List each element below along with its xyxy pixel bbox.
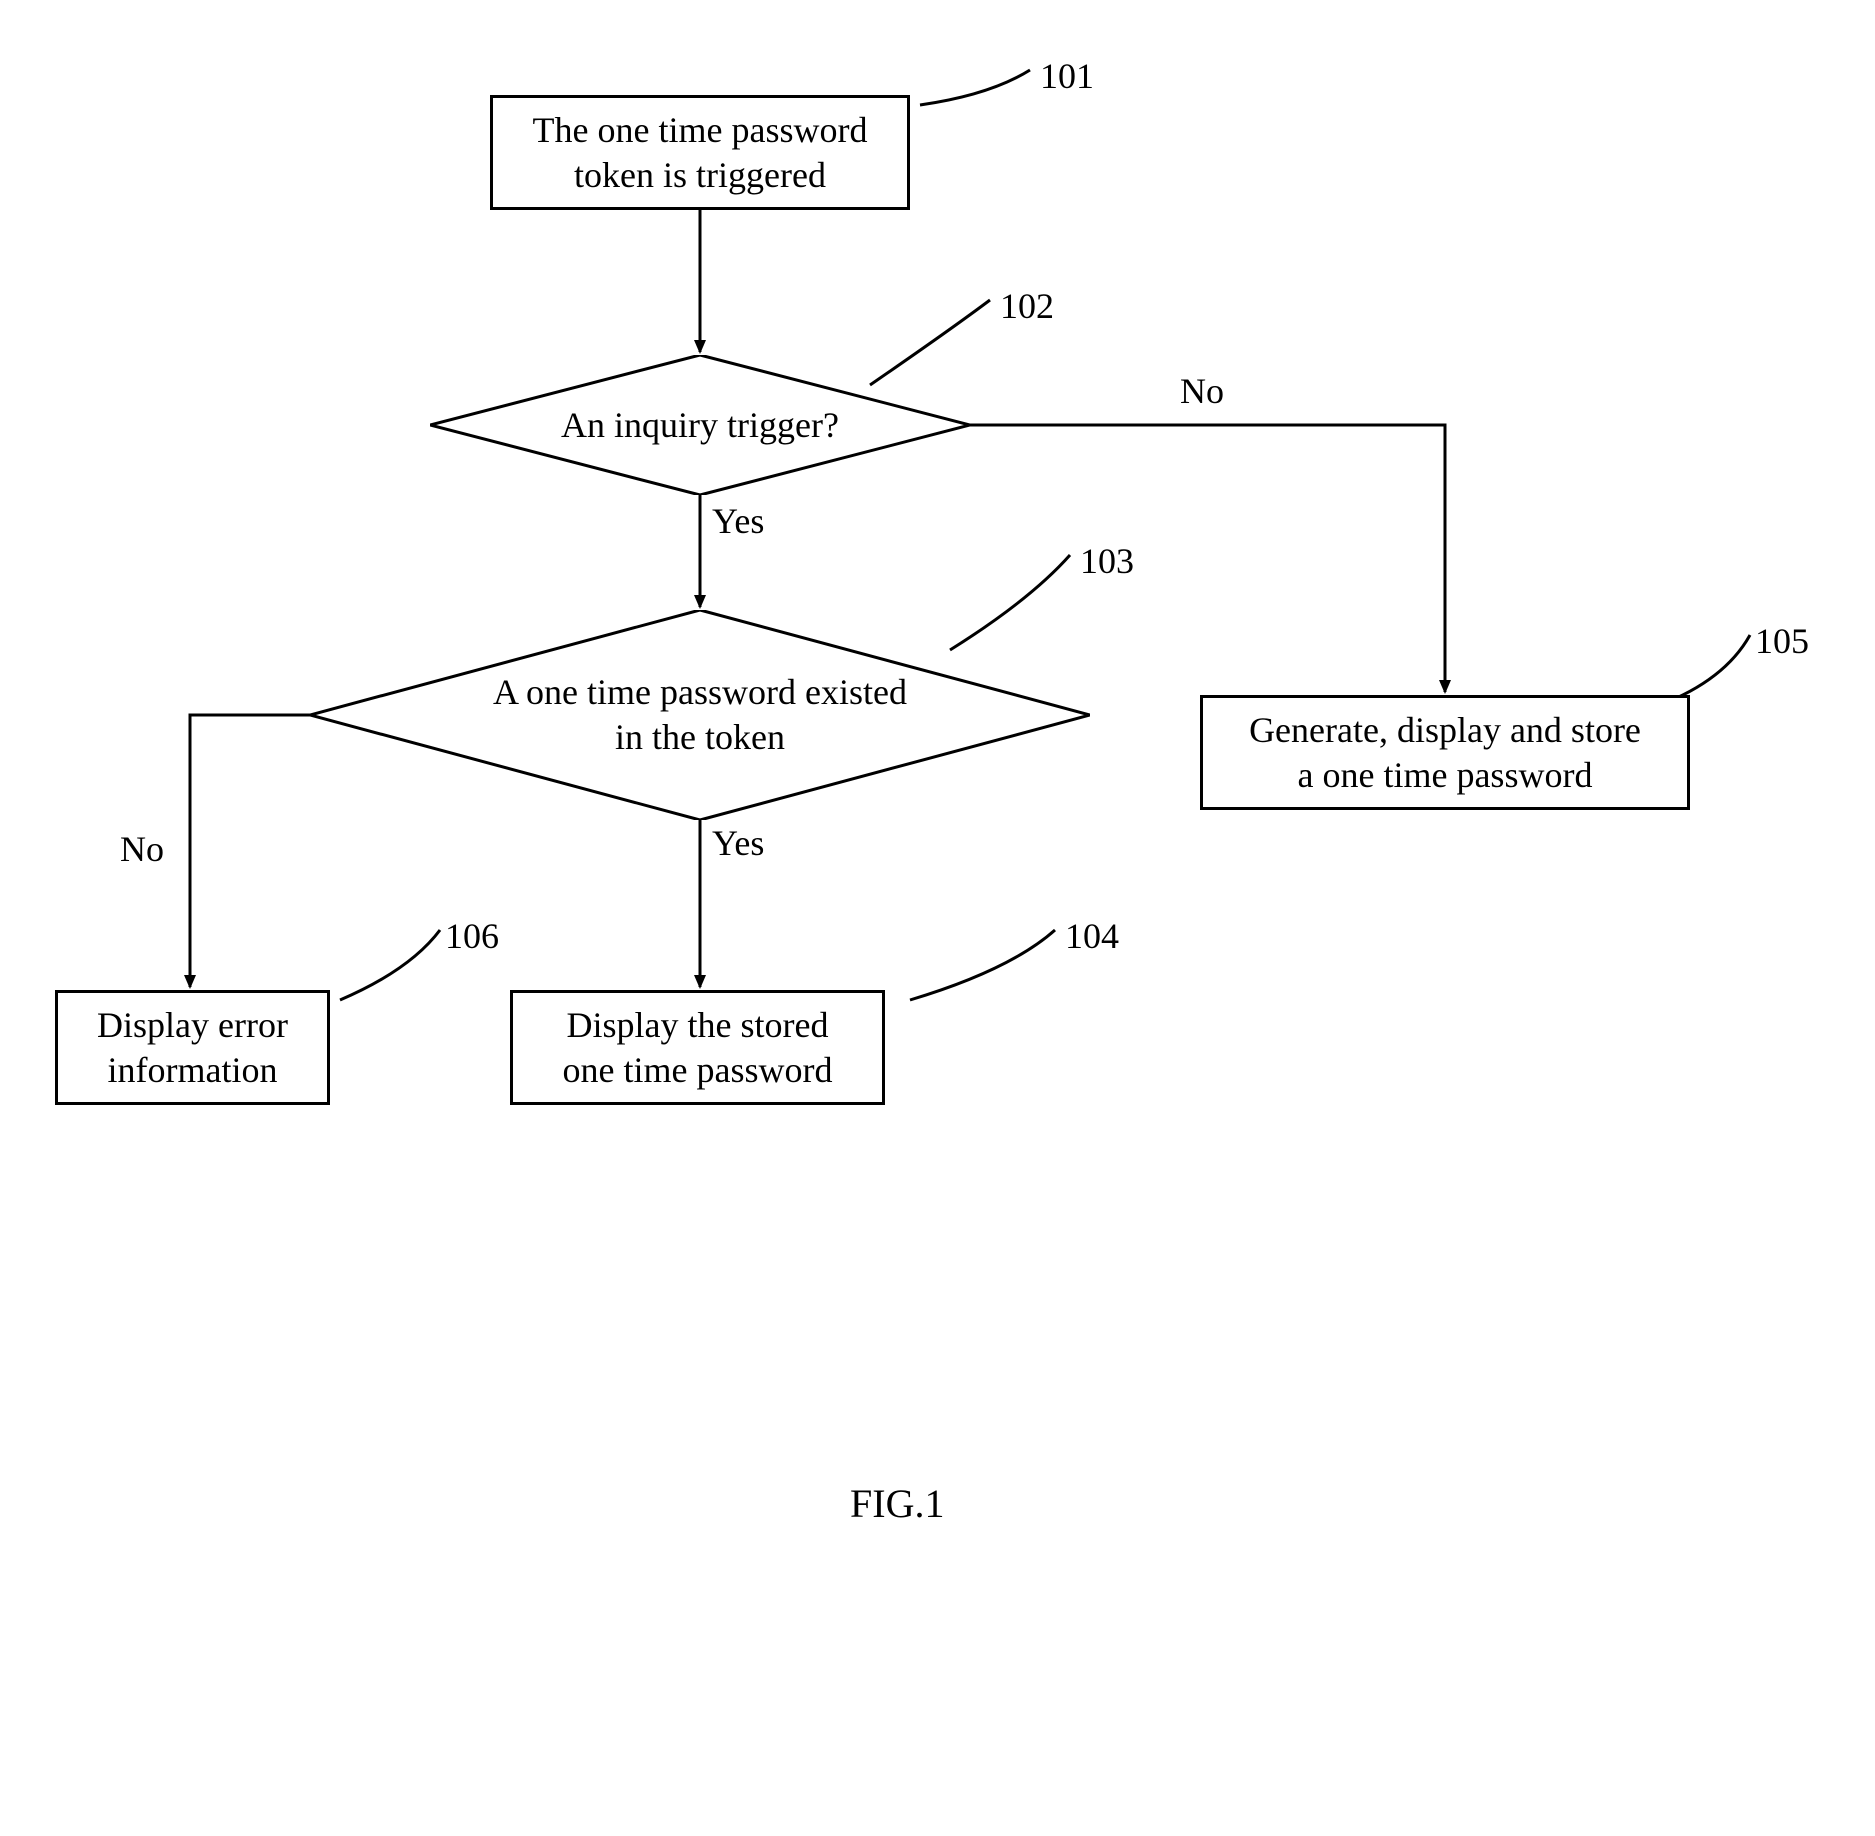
ref-label-103: 103 xyxy=(1080,540,1134,582)
ref-label-101: 101 xyxy=(1040,55,1094,97)
ref-label-106: 106 xyxy=(445,915,499,957)
decision-node-103: A one time password existedin the token xyxy=(310,610,1090,820)
process-node-105: Generate, display and storea one time pa… xyxy=(1200,695,1690,810)
process-node-101: The one time passwordtoken is triggered xyxy=(490,95,910,210)
edge-label-no-103: No xyxy=(120,828,164,870)
node-103-text: A one time password existedin the token xyxy=(310,610,1090,820)
decision-node-102: An inquiry trigger? xyxy=(430,355,970,495)
node-105-text: Generate, display and storea one time pa… xyxy=(1249,708,1641,798)
edge-label-yes-102: Yes xyxy=(712,500,764,542)
node-106-text: Display errorinformation xyxy=(97,1003,288,1093)
process-node-104: Display the storedone time password xyxy=(510,990,885,1105)
node-104-text: Display the storedone time password xyxy=(563,1003,833,1093)
connectors-layer xyxy=(0,0,1875,1836)
flowchart-container: The one time passwordtoken is triggered … xyxy=(0,0,1875,1836)
node-101-text: The one time passwordtoken is triggered xyxy=(533,108,868,198)
ref-label-104: 104 xyxy=(1065,915,1119,957)
node-102-text: An inquiry trigger? xyxy=(430,355,970,495)
ref-label-105: 105 xyxy=(1755,620,1809,662)
edge-label-no-102: No xyxy=(1180,370,1224,412)
ref-label-102: 102 xyxy=(1000,285,1054,327)
figure-caption: FIG.1 xyxy=(850,1480,944,1527)
process-node-106: Display errorinformation xyxy=(55,990,330,1105)
edge-label-yes-103: Yes xyxy=(712,822,764,864)
